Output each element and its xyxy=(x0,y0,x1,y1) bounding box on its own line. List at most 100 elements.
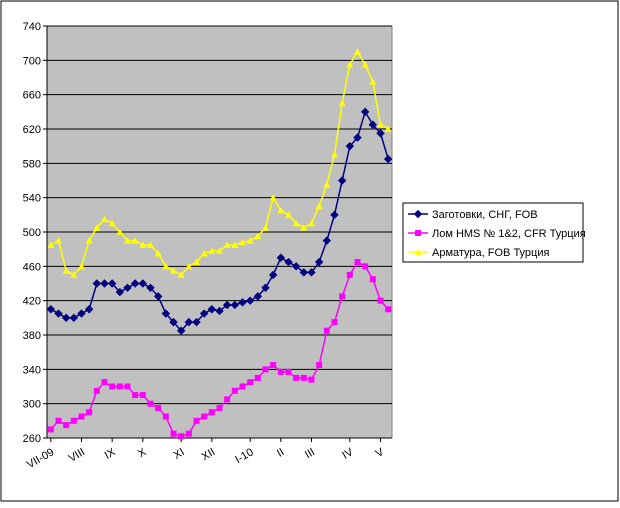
marker xyxy=(55,237,62,244)
marker xyxy=(368,120,378,129)
marker xyxy=(262,366,269,373)
marker xyxy=(300,224,308,231)
marker xyxy=(78,262,85,270)
marker xyxy=(92,279,102,288)
legend-label: Лом HMS № 1&2, CFR Турция xyxy=(432,228,586,240)
marker xyxy=(185,430,192,437)
marker xyxy=(61,313,71,323)
marker xyxy=(70,271,78,278)
marker xyxy=(222,300,232,310)
legend-label: Заготовки, СНГ, FOB xyxy=(432,209,538,221)
marker xyxy=(285,211,292,218)
marker xyxy=(55,417,62,424)
marker xyxy=(377,297,384,304)
marker xyxy=(253,292,263,301)
marker xyxy=(285,368,292,375)
marker xyxy=(193,258,200,266)
marker xyxy=(170,430,177,437)
marker xyxy=(193,417,200,424)
marker xyxy=(338,99,346,107)
marker xyxy=(270,362,277,369)
marker xyxy=(176,326,186,335)
marker xyxy=(69,313,79,323)
marker xyxy=(345,141,355,151)
marker xyxy=(331,319,338,326)
marker xyxy=(231,387,238,394)
marker xyxy=(47,426,54,433)
marker xyxy=(323,181,331,188)
marker xyxy=(124,383,131,390)
y-tick-label: 340 xyxy=(23,364,41,376)
marker xyxy=(353,133,362,142)
marker xyxy=(413,209,423,219)
y-tick-label: 700 xyxy=(23,55,41,67)
legend-label: Арматура, FOB Турция xyxy=(432,247,549,259)
marker xyxy=(346,61,354,68)
marker xyxy=(107,279,117,288)
marker xyxy=(123,283,132,292)
marker xyxy=(46,305,56,314)
marker xyxy=(284,257,293,267)
marker xyxy=(384,125,392,132)
marker xyxy=(200,249,208,257)
marker xyxy=(216,247,223,254)
marker xyxy=(354,48,361,55)
marker xyxy=(177,271,185,278)
marker xyxy=(124,237,131,244)
y-tick-label: 420 xyxy=(23,296,41,308)
y-tick-label: 500 xyxy=(23,227,41,239)
marker xyxy=(216,404,223,411)
marker xyxy=(146,283,155,292)
y-tick-label: 260 xyxy=(23,433,41,445)
marker xyxy=(308,376,315,383)
legend xyxy=(402,202,584,263)
marker xyxy=(261,283,270,292)
x-tick-label: II xyxy=(275,446,286,459)
marker xyxy=(208,409,215,416)
marker xyxy=(239,238,246,246)
marker xyxy=(360,107,370,117)
marker xyxy=(308,219,315,227)
marker xyxy=(247,379,254,386)
x-tick-label: XI xyxy=(172,446,187,462)
marker xyxy=(115,287,125,297)
marker xyxy=(185,262,193,270)
marker xyxy=(262,224,269,231)
marker xyxy=(70,417,77,424)
marker xyxy=(154,249,162,257)
marker xyxy=(346,271,353,278)
marker xyxy=(339,293,346,300)
marker xyxy=(62,267,70,274)
marker xyxy=(155,404,162,411)
marker xyxy=(86,409,93,416)
y-tick-label: 460 xyxy=(23,261,41,273)
marker xyxy=(307,268,316,277)
marker xyxy=(132,392,139,399)
marker xyxy=(116,228,124,235)
y-tick-label: 660 xyxy=(23,90,41,102)
marker xyxy=(139,241,147,248)
x-tick-label: XII xyxy=(200,446,218,463)
marker xyxy=(376,129,385,138)
marker xyxy=(201,413,208,420)
marker xyxy=(170,267,177,274)
marker xyxy=(383,154,393,164)
marker xyxy=(178,433,185,440)
marker xyxy=(93,387,100,394)
marker xyxy=(215,306,224,316)
marker xyxy=(138,279,148,288)
marker xyxy=(199,309,209,318)
marker xyxy=(78,413,85,420)
marker xyxy=(231,241,239,248)
marker xyxy=(208,247,216,254)
marker xyxy=(385,306,392,313)
marker xyxy=(315,202,323,210)
marker xyxy=(314,257,324,267)
marker xyxy=(84,305,94,314)
marker xyxy=(184,317,194,327)
marker xyxy=(369,276,376,283)
y-tick-label: 580 xyxy=(23,158,41,170)
marker xyxy=(254,374,261,381)
marker xyxy=(161,309,171,318)
